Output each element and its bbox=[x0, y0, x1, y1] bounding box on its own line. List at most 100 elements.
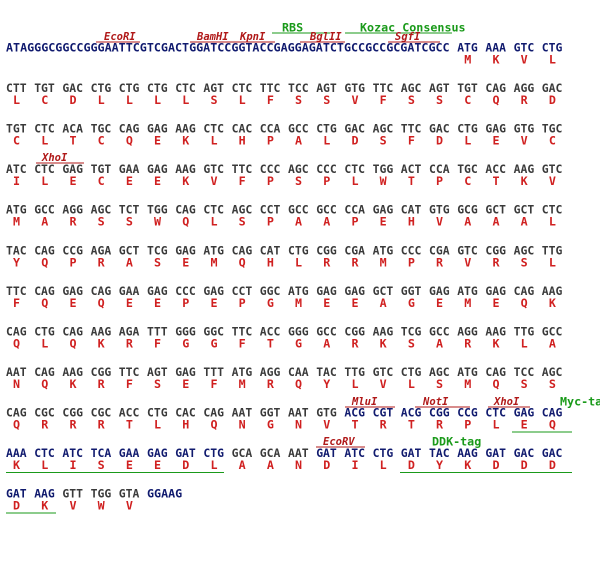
codon: GAT bbox=[316, 446, 337, 460]
amino-acid: M bbox=[210, 255, 217, 269]
amino-acid: H bbox=[408, 215, 415, 229]
codon: TGT bbox=[91, 162, 112, 176]
codon: GAG bbox=[147, 284, 168, 298]
amino-acid: L bbox=[492, 417, 499, 431]
codon: GAT bbox=[401, 446, 422, 460]
codon: TTT bbox=[203, 365, 224, 379]
codon: CGG bbox=[62, 405, 83, 419]
codon: AAG bbox=[373, 324, 394, 338]
amino-acid: Q bbox=[98, 296, 105, 310]
codon: GTG bbox=[514, 122, 535, 136]
amino-acid: V bbox=[464, 255, 471, 269]
amino-acid: S bbox=[98, 215, 105, 229]
amino-acid: P bbox=[239, 296, 246, 310]
codon: GTC bbox=[542, 162, 563, 176]
amino-acid: A bbox=[295, 215, 302, 229]
amino-acid: P bbox=[351, 215, 358, 229]
restriction-site-label: MluI bbox=[351, 396, 378, 408]
amino-acid: P bbox=[323, 174, 330, 188]
amino-acid: A bbox=[323, 215, 330, 229]
amino-acid: D bbox=[549, 458, 556, 472]
amino-acid: H bbox=[182, 417, 189, 431]
codon: GCC bbox=[542, 324, 563, 338]
amino-acid: K bbox=[549, 296, 556, 310]
amino-acid: K bbox=[182, 174, 189, 188]
amino-acid: E bbox=[521, 417, 528, 431]
codon: CAG bbox=[175, 203, 196, 217]
codon: TCG bbox=[147, 243, 168, 257]
codon: GTG bbox=[316, 405, 337, 419]
codon: TCC bbox=[514, 365, 535, 379]
codon: TCA bbox=[91, 446, 112, 460]
codon: AAT bbox=[288, 446, 309, 460]
codon: AAA bbox=[6, 446, 27, 460]
amino-acid: K bbox=[69, 377, 76, 391]
codon: CGG bbox=[429, 405, 450, 419]
codon: CGC bbox=[34, 405, 55, 419]
codon: TTC bbox=[232, 324, 253, 338]
amino-acid: V bbox=[126, 499, 133, 513]
codon: CCG bbox=[62, 243, 83, 257]
amino-acid: V bbox=[69, 499, 76, 513]
amino-acid: E bbox=[154, 134, 161, 148]
amino-acid: Q bbox=[13, 336, 20, 350]
amino-acid: L bbox=[549, 215, 556, 229]
codon: GAA bbox=[119, 446, 140, 460]
codon: ATC bbox=[344, 446, 365, 460]
amino-acid: L bbox=[41, 174, 48, 188]
codon: GTC bbox=[373, 365, 394, 379]
amino-acid: L bbox=[351, 174, 358, 188]
tail-sequence: GGAAG bbox=[147, 487, 182, 501]
amino-acid: C bbox=[98, 174, 105, 188]
codon: TTC bbox=[260, 81, 281, 95]
codon: TGG bbox=[91, 487, 112, 501]
codon: TTC bbox=[232, 162, 253, 176]
codon: CAG bbox=[203, 405, 224, 419]
codon: AGG bbox=[260, 365, 281, 379]
amino-acid: A bbox=[521, 215, 528, 229]
amino-acid: L bbox=[98, 93, 105, 107]
amino-acid: A bbox=[126, 255, 133, 269]
codon: GTA bbox=[119, 487, 140, 501]
amino-acid: K bbox=[98, 336, 105, 350]
codon: CCC bbox=[401, 243, 422, 257]
amino-acid: E bbox=[154, 458, 161, 472]
codon: ATG bbox=[457, 365, 478, 379]
amino-acid: C bbox=[41, 93, 48, 107]
codon: CTG bbox=[542, 41, 563, 55]
amino-acid: K bbox=[492, 53, 499, 67]
codon: ACG bbox=[401, 405, 422, 419]
codon: CTC bbox=[34, 122, 55, 136]
amino-acid: F bbox=[380, 93, 387, 107]
amino-acid: L bbox=[210, 215, 217, 229]
amino-acid: R bbox=[464, 336, 472, 350]
amino-acid: T bbox=[492, 174, 499, 188]
codon: CCC bbox=[316, 162, 337, 176]
amino-acid: E bbox=[69, 174, 76, 188]
amino-acid: L bbox=[210, 458, 217, 472]
amino-acid: R bbox=[98, 377, 106, 391]
amino-acid: G bbox=[295, 336, 302, 350]
amino-acid: L bbox=[41, 336, 48, 350]
codon: GAC bbox=[344, 122, 365, 136]
amino-acid: T bbox=[126, 417, 133, 431]
amino-acid: H bbox=[267, 255, 274, 269]
amino-acid: E bbox=[126, 174, 133, 188]
amino-acid: L bbox=[126, 93, 133, 107]
amino-acid: G bbox=[182, 336, 189, 350]
amino-acid: P bbox=[69, 255, 76, 269]
amino-acid: K bbox=[380, 336, 387, 350]
amino-acid: R bbox=[323, 255, 331, 269]
amino-acid: L bbox=[380, 458, 387, 472]
amino-acid: D bbox=[521, 458, 528, 472]
codon: TTC bbox=[401, 122, 422, 136]
codon: GCC bbox=[288, 203, 309, 217]
codon: CCC bbox=[175, 284, 196, 298]
amino-acid: G bbox=[267, 417, 274, 431]
codon: CAA bbox=[288, 365, 309, 379]
codon: ATG bbox=[232, 365, 253, 379]
codon: CCT bbox=[232, 284, 253, 298]
codon: GCC bbox=[288, 122, 309, 136]
amino-acid: R bbox=[380, 417, 388, 431]
amino-acid: M bbox=[13, 215, 20, 229]
